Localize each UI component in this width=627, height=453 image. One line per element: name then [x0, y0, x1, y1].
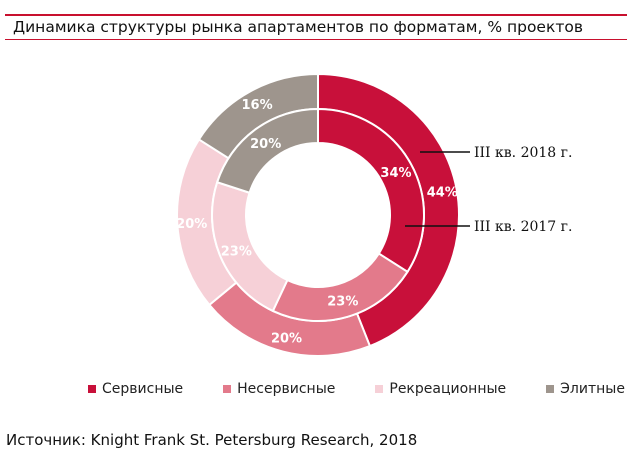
chart-title: Динамика структуры рынка апартаментов по… — [13, 18, 583, 36]
legend-item-elitnye: Элитные — [546, 381, 625, 397]
outer-ring-data-label: 16% — [241, 98, 272, 113]
outer-ring-data-label: 44% — [427, 185, 458, 200]
inner-ring-data-label: 34% — [380, 166, 411, 181]
legend-label: Несервисные — [237, 381, 336, 397]
legend-label: Сервисные — [102, 381, 184, 397]
outer-ring-data-label: 20% — [176, 217, 207, 232]
legend-label: Рекреационные — [389, 381, 507, 397]
inner-ring-segment-3 — [215, 107, 319, 195]
inner-ring-data-label: 23% — [327, 294, 358, 309]
legend-swatch — [223, 385, 232, 393]
legend-swatch — [88, 385, 96, 393]
legend-item-rekreacionnye: Рекреационные — [375, 381, 506, 397]
source-note: Источник: Knight Frank St. Petersburg Re… — [6, 431, 418, 449]
donut-chart: 44% 20% 20% 16% 34% 23% 23% 20% III кв. 2018 г. I… — [176, 72, 572, 357]
series-annotation: III кв. 2018 г. — [474, 145, 572, 161]
inner-ring-data-label: 23% — [221, 244, 252, 259]
legend-swatch — [546, 385, 555, 393]
legend-item-neservisnye: Несервисные — [223, 381, 335, 397]
series-annotation: III кв. 2017 г. — [474, 219, 572, 235]
outer-ring-data-label: 20% — [271, 332, 302, 347]
title-underline — [5, 39, 627, 40]
legend-swatch — [375, 385, 384, 393]
top-rule — [5, 14, 627, 16]
inner-ring-segment-0 — [317, 107, 425, 274]
legend-item-servisnye: Сервисные — [88, 381, 183, 397]
legend: Сервисные Несервисные Рекреационные Элит… — [88, 381, 627, 397]
legend-label: Элитные — [560, 381, 625, 397]
inner-ring-data-label: 20% — [250, 137, 281, 152]
